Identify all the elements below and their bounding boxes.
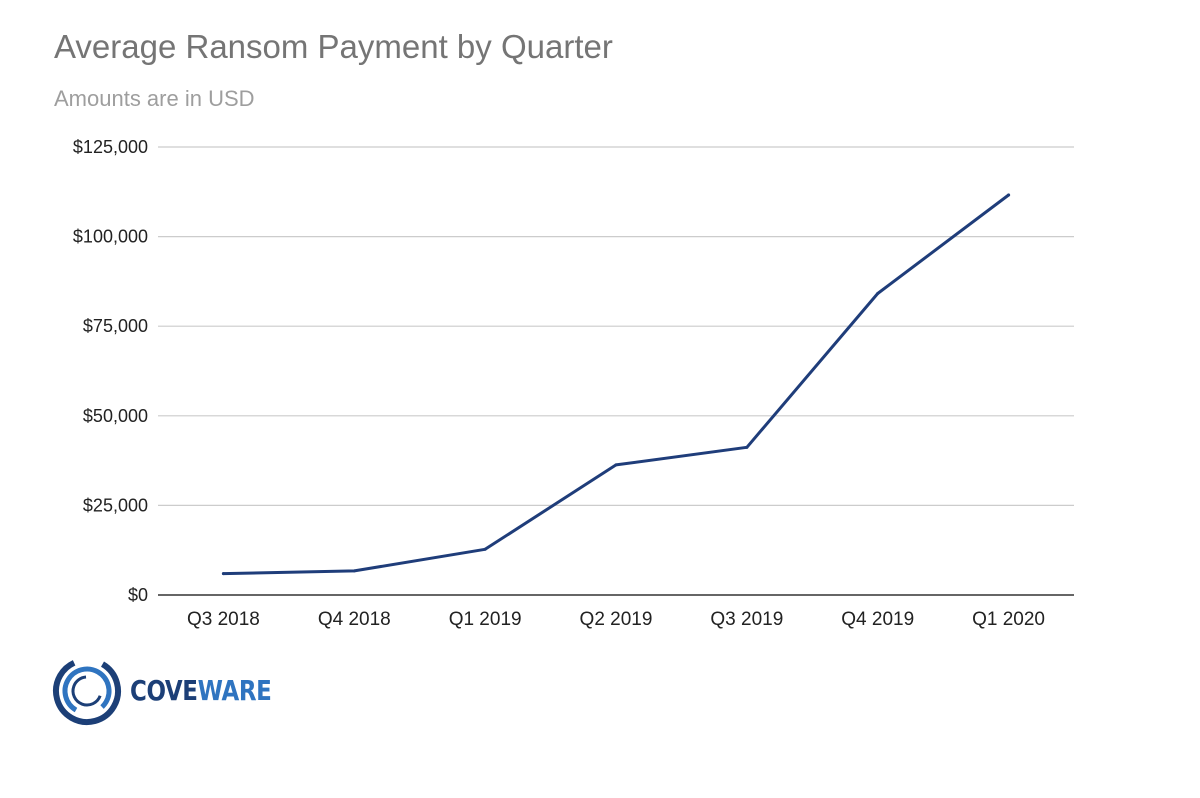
series-line xyxy=(221,193,1011,576)
data-point xyxy=(876,292,880,296)
y-axis-tick-labels: $0 $25,000 $50,000 $75,000 $100,000 $125,000 xyxy=(73,137,148,605)
x-tick-label: Q1 2020 xyxy=(972,609,1045,630)
data-point xyxy=(483,547,487,551)
y-tick-label: $0 xyxy=(128,585,148,605)
data-point xyxy=(352,569,356,573)
y-tick-label: $50,000 xyxy=(83,406,148,426)
data-point xyxy=(221,572,225,576)
data-point xyxy=(745,445,749,449)
data-point xyxy=(614,463,618,467)
logo-text-part-2: WARE xyxy=(197,674,272,707)
x-tick-label: Q3 2019 xyxy=(710,609,783,630)
x-tick-label: Q1 2019 xyxy=(449,609,522,630)
y-tick-label: $125,000 xyxy=(73,137,148,157)
y-tick-label: $100,000 xyxy=(73,227,148,247)
coveware-logo: COVEWARE xyxy=(52,656,272,726)
gridlines xyxy=(158,146,1074,596)
y-tick-label: $75,000 xyxy=(83,316,148,336)
x-tick-label: Q3 2018 xyxy=(187,609,260,630)
logo-text-part-1: COVE xyxy=(130,674,198,707)
coveware-wordmark: COVEWARE xyxy=(130,674,272,707)
series-layer xyxy=(221,193,1011,576)
chart-subtitle: Amounts are in USD xyxy=(54,86,255,111)
data-point xyxy=(1007,193,1011,197)
coveware-logo-mark-icon xyxy=(53,657,121,725)
x-tick-label: Q2 2019 xyxy=(580,609,653,630)
y-tick-label: $25,000 xyxy=(83,495,148,515)
chart-title: Average Ransom Payment by Quarter xyxy=(54,28,613,65)
x-tick-label: Q4 2019 xyxy=(841,609,914,630)
x-axis-tick-labels: Q3 2018 Q4 2018 Q1 2019 Q2 2019 Q3 2019 Q4 20… xyxy=(187,609,1045,630)
x-tick-label: Q4 2018 xyxy=(318,609,391,630)
